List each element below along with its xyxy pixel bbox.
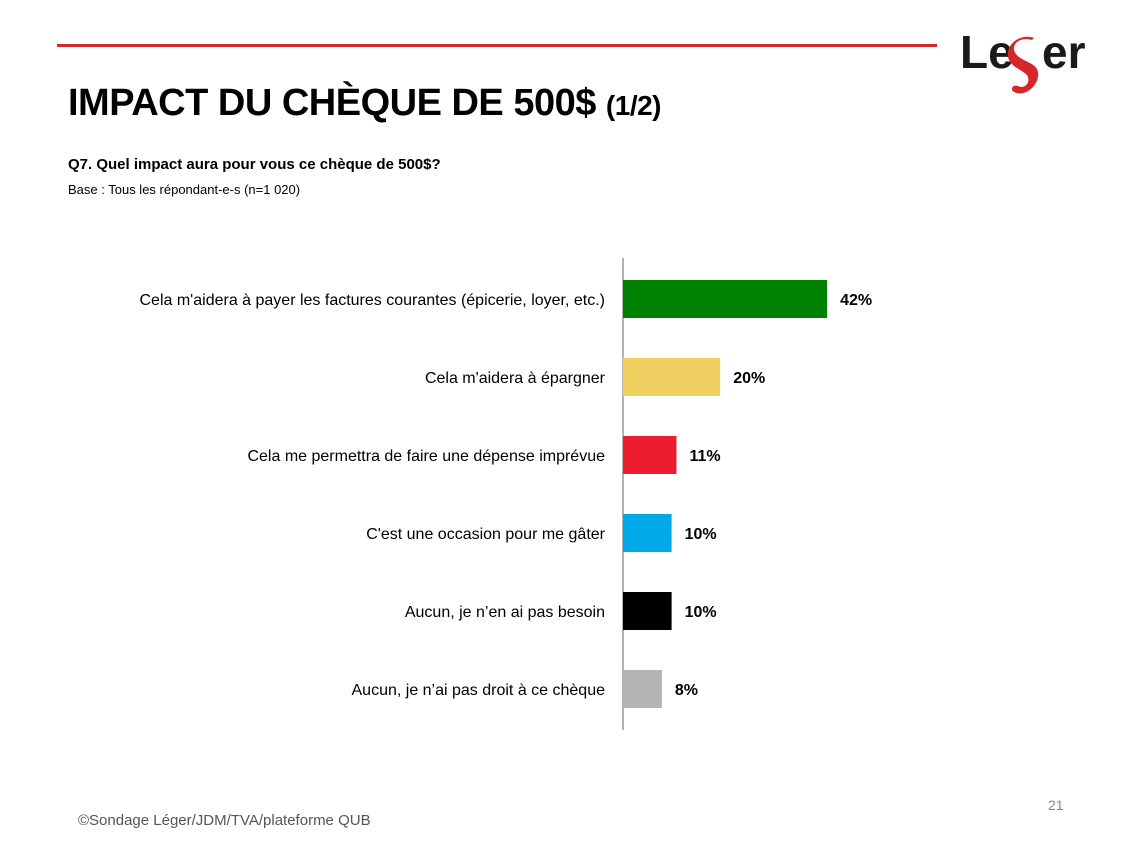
category-label: Aucun, je n’ai pas droit à ce chèque bbox=[352, 682, 606, 699]
question-text: Q7. Quel impact aura pour vous ce chèque… bbox=[68, 156, 441, 173]
svg-text:Le: Le bbox=[960, 26, 1014, 78]
title-suffix: (1/2) bbox=[605, 90, 662, 121]
leger-logo: Le er bbox=[960, 26, 1086, 94]
category-label: C'est une occasion pour me gâter bbox=[366, 526, 605, 543]
bar-4 bbox=[623, 592, 672, 630]
category-label: Aucun, je n’en ai pas besoin bbox=[405, 604, 605, 621]
category-label: Cela me permettra de faire une dépense i… bbox=[247, 448, 605, 465]
page-title: IMPACT DU CHÈQUE DE 500$ (1/2) bbox=[68, 82, 662, 124]
category-label: Cela m'aidera à épargner bbox=[425, 370, 606, 387]
header-rule bbox=[57, 44, 937, 47]
value-label: 10% bbox=[685, 604, 717, 621]
bar-2 bbox=[623, 436, 677, 474]
bar-5 bbox=[623, 670, 662, 708]
category-label: Cela m'aidera à payer les factures coura… bbox=[140, 292, 606, 309]
bar-chart: Cela m'aidera à payer les factures coura… bbox=[140, 258, 872, 730]
value-label: 20% bbox=[733, 370, 765, 387]
page-number: 21 bbox=[1048, 797, 1064, 813]
bar-1 bbox=[623, 358, 721, 396]
svg-text:er: er bbox=[1042, 26, 1086, 78]
bar-3 bbox=[623, 514, 672, 552]
base-text: Base : Tous les répondant-e-s (n=1 020) bbox=[68, 182, 301, 197]
value-label: 11% bbox=[689, 448, 720, 465]
value-label: 10% bbox=[685, 526, 717, 543]
value-label: 8% bbox=[675, 682, 698, 699]
bar-0 bbox=[623, 280, 828, 318]
footer-source: ©Sondage Léger/JDM/TVA/plateforme QUB bbox=[78, 812, 371, 829]
value-label: 42% bbox=[840, 292, 872, 309]
